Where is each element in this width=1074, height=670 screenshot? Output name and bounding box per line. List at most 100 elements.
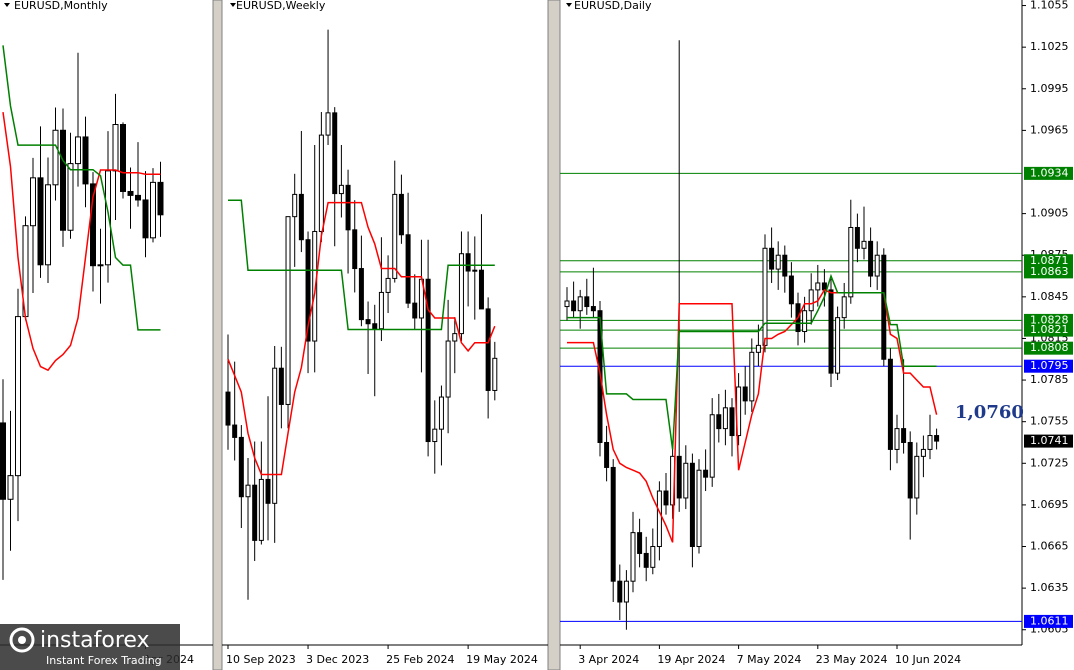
- candle-body: [465, 253, 471, 272]
- candle-body: [656, 490, 662, 548]
- indicator-line: [567, 273, 937, 450]
- candle-body: [312, 230, 318, 342]
- candle-body: [365, 319, 371, 325]
- candle-body: [828, 289, 834, 374]
- candle-body: [345, 184, 351, 231]
- x-tick-label: 19 Apr 2024: [657, 653, 725, 666]
- x-tick-label: 3 Dec 2023: [306, 653, 369, 666]
- panel-separator: [547, 0, 561, 670]
- candle-body: [901, 428, 907, 443]
- candle-body: [617, 580, 623, 603]
- menu-arrow[interactable]: [566, 3, 572, 7]
- candle-body: [358, 268, 364, 321]
- indicator-line: [2, 45, 161, 331]
- candle-body: [157, 181, 164, 216]
- candle-body: [225, 391, 231, 426]
- y-tick-label: 1.0905: [1030, 207, 1069, 220]
- level-label-box: [1024, 614, 1073, 628]
- candle-body: [854, 226, 860, 249]
- candle-body: [15, 316, 21, 477]
- x-tick-label: 10 Jun 2024: [895, 653, 961, 666]
- y-tick-label: 1.1055: [1030, 0, 1069, 12]
- y-tick-label: 1.0755: [1030, 415, 1069, 428]
- candle-body: [894, 428, 900, 450]
- candle-body: [325, 112, 331, 136]
- candle-body: [689, 462, 695, 548]
- candle-body: [425, 278, 431, 443]
- candle-body: [934, 435, 940, 442]
- candle-body: [105, 170, 111, 266]
- candle-body: [272, 367, 278, 504]
- y-tick-label: 1.0845: [1030, 290, 1069, 303]
- menu-arrow[interactable]: [230, 3, 236, 7]
- menu-arrow[interactable]: [4, 3, 10, 7]
- annotation: 1,0760: [955, 402, 1024, 423]
- candle-body: [716, 414, 722, 430]
- candle-body: [405, 234, 411, 304]
- candle-body: [868, 240, 874, 277]
- candle-body: [749, 351, 755, 402]
- candle-body: [782, 254, 788, 277]
- candle-body: [285, 216, 291, 405]
- x-tick-label: 7 May 2024: [737, 653, 802, 666]
- candle-body: [874, 254, 880, 277]
- candle-body: [75, 136, 81, 165]
- candle-body: [920, 448, 926, 457]
- x-tick-label: 3 Apr 2024: [578, 653, 639, 666]
- candle-body: [127, 190, 134, 196]
- watermark-logo: [18, 636, 26, 644]
- candle-body: [60, 129, 66, 231]
- candle-body: [258, 478, 264, 541]
- candle-body: [584, 296, 590, 308]
- level-label: 1.0808: [1030, 341, 1069, 354]
- candle-body: [696, 469, 702, 548]
- candle-body: [676, 455, 682, 499]
- candle-body: [472, 269, 478, 272]
- candle-body: [458, 253, 464, 335]
- candle-body: [82, 136, 89, 185]
- candle-body: [452, 333, 458, 342]
- candle-body: [848, 226, 854, 298]
- candle-body: [861, 240, 867, 249]
- level-label: 1.0828: [1030, 313, 1069, 326]
- y-tick-label: 1.1025: [1030, 40, 1069, 53]
- candle-body: [775, 254, 781, 270]
- indicator-line: [227, 201, 496, 476]
- candle-body: [398, 193, 404, 236]
- candle-body: [755, 344, 761, 353]
- candle-body: [907, 441, 913, 499]
- candle-body: [571, 300, 577, 312]
- candle-body: [30, 177, 36, 227]
- candle-body: [112, 124, 119, 172]
- candle-body: [252, 484, 258, 541]
- candle-body: [683, 462, 689, 499]
- candle-body: [432, 428, 438, 443]
- watermark-tagline: Instant Forex Trading: [46, 654, 162, 667]
- candle-body: [298, 193, 304, 241]
- candle-body: [650, 546, 656, 568]
- candle-body: [663, 490, 669, 506]
- y-tick-label: 1.0785: [1030, 373, 1069, 386]
- chart-title: EURUSD,Weekly: [236, 0, 326, 12]
- candle-body: [637, 532, 643, 554]
- level-label-box: [1024, 166, 1073, 180]
- candle-body: [643, 552, 649, 568]
- candle-body: [821, 282, 827, 291]
- candle-body: [150, 181, 156, 239]
- candle-body: [762, 247, 768, 346]
- level-label-box: [1024, 341, 1073, 355]
- candle-body: [445, 340, 451, 398]
- candle-body: [378, 291, 384, 330]
- chart-panel: [560, 40, 1022, 630]
- candle-body: [90, 183, 96, 267]
- candle-body: [485, 308, 491, 391]
- candle-body: [245, 484, 251, 498]
- level-label: 1.0863: [1030, 265, 1069, 278]
- candle-body: [881, 254, 887, 360]
- y-tick-label: 1.0965: [1030, 123, 1069, 136]
- y-tick-label: 1.0695: [1030, 498, 1069, 511]
- x-tick-label: 10 Sep 2023: [226, 653, 296, 666]
- watermark-logo: [9, 627, 35, 653]
- candle-body: [927, 435, 933, 450]
